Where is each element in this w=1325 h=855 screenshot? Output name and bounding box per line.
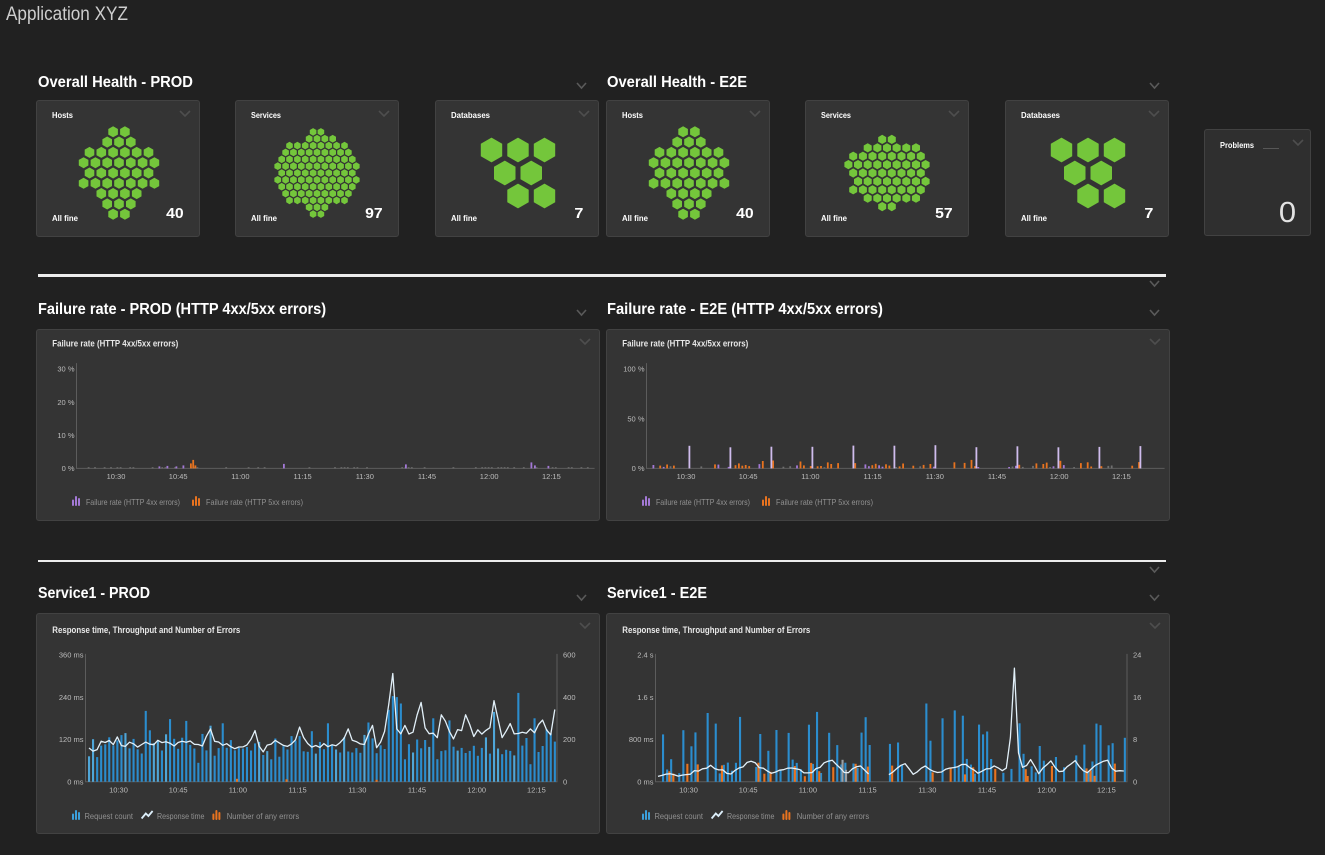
svg-text:11:30: 11:30 bbox=[926, 472, 944, 481]
svg-text:12:00: 12:00 bbox=[467, 785, 486, 794]
svg-text:11:15: 11:15 bbox=[288, 785, 306, 794]
svg-text:20 %: 20 % bbox=[57, 398, 74, 407]
svg-text:0 ms: 0 ms bbox=[67, 778, 84, 787]
svg-text:10:45: 10:45 bbox=[169, 472, 188, 481]
svg-text:10:45: 10:45 bbox=[169, 785, 188, 794]
svg-text:50 %: 50 % bbox=[627, 414, 644, 423]
svg-text:11:15: 11:15 bbox=[858, 785, 876, 794]
svg-text:100 %: 100 % bbox=[623, 365, 645, 374]
svg-text:0 %: 0 % bbox=[62, 464, 75, 473]
svg-text:Failure rate (HTTP 4xx/5xx err: Failure rate (HTTP 4xx/5xx errors) bbox=[52, 339, 178, 350]
svg-text:240 ms: 240 ms bbox=[59, 693, 84, 702]
svg-text:16: 16 bbox=[1133, 693, 1141, 702]
svg-text:11:00: 11:00 bbox=[231, 472, 249, 481]
svg-text:Failure rate (HTTP 5xx errors): Failure rate (HTTP 5xx errors) bbox=[206, 497, 303, 507]
svg-text:400: 400 bbox=[563, 693, 576, 702]
svg-text:30 %: 30 % bbox=[57, 365, 74, 374]
svg-text:10:45: 10:45 bbox=[739, 785, 758, 794]
svg-text:200: 200 bbox=[563, 735, 576, 744]
svg-text:Response time, Throughput and: Response time, Throughput and Number of … bbox=[622, 625, 810, 636]
svg-text:0: 0 bbox=[563, 778, 567, 787]
svg-text:Failure rate (HTTP 4xx/5xx err: Failure rate (HTTP 4xx/5xx errors) bbox=[622, 339, 748, 350]
svg-text:10:45: 10:45 bbox=[739, 472, 758, 481]
svg-text:10 %: 10 % bbox=[57, 431, 74, 440]
svg-text:10:30: 10:30 bbox=[109, 785, 128, 794]
svg-text:Request count: Request count bbox=[655, 811, 704, 821]
svg-text:12:15: 12:15 bbox=[527, 785, 546, 794]
svg-text:10:30: 10:30 bbox=[107, 472, 126, 481]
svg-text:11:45: 11:45 bbox=[418, 472, 436, 481]
svg-text:12:00: 12:00 bbox=[480, 472, 499, 481]
svg-text:11:45: 11:45 bbox=[408, 785, 426, 794]
svg-text:12:15: 12:15 bbox=[1112, 472, 1131, 481]
svg-text:11:00: 11:00 bbox=[801, 472, 819, 481]
svg-text:11:00: 11:00 bbox=[229, 785, 247, 794]
svg-text:12:00: 12:00 bbox=[1050, 472, 1069, 481]
svg-text:0: 0 bbox=[1133, 778, 1137, 787]
svg-text:11:30: 11:30 bbox=[348, 785, 366, 794]
svg-text:1.6 s: 1.6 s bbox=[637, 693, 654, 702]
svg-text:11:45: 11:45 bbox=[978, 785, 996, 794]
svg-text:Number of any errors: Number of any errors bbox=[227, 811, 300, 821]
svg-text:Response time: Response time bbox=[157, 811, 205, 821]
svg-text:Response time: Response time bbox=[727, 811, 775, 821]
svg-text:11:00: 11:00 bbox=[799, 785, 817, 794]
svg-text:360 ms: 360 ms bbox=[59, 651, 84, 660]
svg-text:12:00: 12:00 bbox=[1037, 785, 1056, 794]
svg-text:Failure rate (HTTP 4xx errors): Failure rate (HTTP 4xx errors) bbox=[656, 497, 750, 507]
svg-text:Response time, Throughput and: Response time, Throughput and Number of … bbox=[52, 625, 240, 636]
svg-text:12:15: 12:15 bbox=[1097, 785, 1116, 794]
svg-text:Failure rate (HTTP 4xx errors): Failure rate (HTTP 4xx errors) bbox=[86, 497, 180, 507]
svg-text:120 ms: 120 ms bbox=[59, 735, 84, 744]
svg-text:11:15: 11:15 bbox=[293, 472, 311, 481]
svg-text:24: 24 bbox=[1133, 651, 1141, 660]
svg-text:0 ms: 0 ms bbox=[637, 778, 654, 787]
svg-text:10:30: 10:30 bbox=[677, 472, 696, 481]
svg-text:11:30: 11:30 bbox=[356, 472, 374, 481]
svg-text:600: 600 bbox=[563, 651, 576, 660]
svg-text:11:15: 11:15 bbox=[863, 472, 881, 481]
svg-text:0 %: 0 % bbox=[632, 464, 645, 473]
svg-text:10:30: 10:30 bbox=[679, 785, 698, 794]
svg-text:2.4 s: 2.4 s bbox=[637, 651, 654, 660]
svg-text:11:45: 11:45 bbox=[988, 472, 1006, 481]
svg-text:Number of any errors: Number of any errors bbox=[797, 811, 870, 821]
svg-text:800 ms: 800 ms bbox=[629, 735, 654, 744]
svg-text:Request count: Request count bbox=[85, 811, 134, 821]
svg-text:Failure rate (HTTP 5xx errors): Failure rate (HTTP 5xx errors) bbox=[776, 497, 873, 507]
svg-text:11:30: 11:30 bbox=[918, 785, 936, 794]
svg-text:12:15: 12:15 bbox=[542, 472, 561, 481]
svg-text:8: 8 bbox=[1133, 735, 1137, 744]
